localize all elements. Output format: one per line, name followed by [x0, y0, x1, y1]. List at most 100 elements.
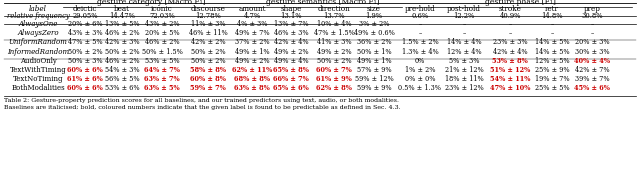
Text: 0% ± 0%: 0% ± 0%	[404, 75, 435, 83]
Text: 59% ± 7%: 59% ± 7%	[190, 84, 226, 92]
Text: 14% ± 4%: 14% ± 4%	[447, 38, 481, 46]
Text: 11% ± 3%: 11% ± 3%	[191, 20, 225, 28]
Text: –: –	[550, 29, 554, 37]
Text: 40% ± 4%: 40% ± 4%	[574, 57, 610, 65]
Text: iconic: iconic	[151, 5, 173, 13]
Text: post-hold: post-hold	[447, 5, 481, 13]
Text: 42% ± 4%: 42% ± 4%	[274, 38, 308, 46]
Text: gesture semantics [Macro F₁]: gesture semantics [Macro F₁]	[266, 0, 380, 6]
Text: 62% ± 8%: 62% ± 8%	[316, 84, 352, 92]
Text: 50% ± 1%: 50% ± 1%	[356, 48, 391, 56]
Text: 13% ± 5%: 13% ± 5%	[105, 20, 140, 28]
Text: 65% ± 6%: 65% ± 6%	[273, 84, 309, 92]
Text: 46% ± 2%: 46% ± 2%	[105, 29, 140, 37]
Text: TextWithTiming: TextWithTiming	[10, 66, 67, 74]
Text: 53% ± 5%: 53% ± 5%	[145, 57, 179, 65]
Text: TextNoTiming: TextNoTiming	[13, 75, 63, 83]
Text: 12.78%: 12.78%	[195, 12, 221, 20]
Text: 50% ± 2%: 50% ± 2%	[105, 48, 140, 56]
Text: 1.9%: 1.9%	[365, 12, 383, 20]
Text: BothModalities: BothModalities	[11, 84, 65, 92]
Text: 18% ± 11%: 18% ± 11%	[445, 75, 483, 83]
Text: 21% ± 12%: 21% ± 12%	[445, 66, 483, 74]
Text: 51% ± 12%: 51% ± 12%	[490, 66, 530, 74]
Text: retr: retr	[545, 5, 559, 13]
Text: 41% ± 3%: 41% ± 3%	[317, 38, 351, 46]
Text: 49% ± 4%: 49% ± 4%	[274, 57, 308, 65]
Text: 0.5% ± 1.3%: 0.5% ± 1.3%	[399, 84, 442, 92]
Text: 50% ± 1.5%: 50% ± 1.5%	[141, 48, 182, 56]
Text: shape: shape	[280, 5, 301, 13]
Text: stroke: stroke	[499, 5, 522, 13]
Text: 60% ± 7%: 60% ± 7%	[316, 66, 352, 74]
Text: 61% ± 6%: 61% ± 6%	[67, 75, 103, 83]
Text: 60% ± 6%: 60% ± 6%	[67, 66, 103, 74]
Text: 13.7%: 13.7%	[323, 12, 345, 20]
Text: 58% ± 8%: 58% ± 8%	[190, 66, 226, 74]
Text: 63% ± 7%: 63% ± 7%	[144, 75, 180, 83]
Text: –: –	[462, 29, 466, 37]
Text: InformedRandom: InformedRandom	[7, 48, 69, 56]
Text: Baselines are italicised; bold, coloured numbers indicate that the given label i: Baselines are italicised; bold, coloured…	[4, 105, 401, 110]
Text: 49% ± 7%: 49% ± 7%	[235, 29, 269, 37]
Text: 25% ± 5%: 25% ± 5%	[534, 84, 570, 92]
Text: 60% ± 8%: 60% ± 8%	[190, 75, 226, 83]
Text: 49% ± 0.6%: 49% ± 0.6%	[353, 29, 394, 37]
Text: AudioOnly: AudioOnly	[20, 57, 56, 65]
Text: 59% ± 9%: 59% ± 9%	[356, 84, 391, 92]
Text: 53% ± 6%: 53% ± 6%	[105, 84, 140, 92]
Text: 54% ± 3%: 54% ± 3%	[105, 66, 140, 74]
Text: 37% ± 2%: 37% ± 2%	[235, 38, 269, 46]
Text: 66% ± 7%: 66% ± 7%	[273, 75, 309, 83]
Text: –: –	[550, 20, 554, 28]
Text: 56% ± 5%: 56% ± 5%	[105, 75, 140, 83]
Text: 20% ± 3%: 20% ± 3%	[575, 38, 609, 46]
Text: 49% ± 1%: 49% ± 1%	[235, 48, 269, 56]
Text: 60% ± 6%: 60% ± 6%	[67, 84, 103, 92]
Text: 5% ± 3%: 5% ± 3%	[449, 57, 479, 65]
Text: 68% ± 8%: 68% ± 8%	[234, 75, 270, 83]
Text: amount: amount	[238, 5, 266, 13]
Text: discourse: discourse	[191, 5, 225, 13]
Text: 4% ± 3%: 4% ± 3%	[237, 20, 268, 28]
Text: 49% ± 2%: 49% ± 2%	[235, 57, 269, 65]
Text: 46% ± 2%: 46% ± 2%	[145, 38, 179, 46]
Text: –: –	[419, 29, 422, 37]
Text: 49% ± 2%: 49% ± 2%	[317, 48, 351, 56]
Text: 12% ± 4%: 12% ± 4%	[447, 48, 481, 56]
Text: 20% ± 6%: 20% ± 6%	[68, 20, 102, 28]
Text: 14% ± 5%: 14% ± 5%	[534, 48, 570, 56]
Text: AlwaysZero: AlwaysZero	[17, 29, 59, 37]
Text: –: –	[419, 20, 422, 28]
Text: 13.1%: 13.1%	[280, 12, 302, 20]
Text: 12.2%: 12.2%	[453, 12, 475, 20]
Text: 10% ± 4%: 10% ± 4%	[317, 20, 351, 28]
Text: 47% ± 1.5%: 47% ± 1.5%	[314, 29, 355, 37]
Text: deictic: deictic	[73, 5, 97, 13]
Text: 50% ± 2%: 50% ± 2%	[191, 48, 225, 56]
Text: 50% ± 2%: 50% ± 2%	[317, 57, 351, 65]
Text: 4.7%: 4.7%	[243, 12, 260, 20]
Text: 42% ± 2%: 42% ± 2%	[191, 38, 225, 46]
Text: 62% ± 11%: 62% ± 11%	[232, 66, 272, 74]
Text: 46% ± 11%: 46% ± 11%	[189, 29, 227, 37]
Text: 23% ± 12%: 23% ± 12%	[445, 84, 483, 92]
Text: AlwaysOne: AlwaysOne	[19, 20, 58, 28]
Text: 43% ± 2%: 43% ± 2%	[145, 20, 179, 28]
Text: 14% ± 5%: 14% ± 5%	[534, 38, 570, 46]
Text: 23% ± 3%: 23% ± 3%	[493, 38, 527, 46]
Text: –: –	[590, 29, 594, 37]
Text: 20% ± 5%: 20% ± 5%	[145, 29, 179, 37]
Text: 50% ± 2%: 50% ± 2%	[191, 57, 225, 65]
Text: 30.8%: 30.8%	[581, 12, 603, 20]
Text: 49% ± 2%: 49% ± 2%	[274, 48, 308, 56]
Text: size: size	[367, 5, 381, 13]
Text: 0.6%: 0.6%	[412, 12, 429, 20]
Text: 59% ± 12%: 59% ± 12%	[355, 75, 394, 83]
Text: pre-hold: pre-hold	[404, 5, 435, 13]
Text: 36% ± 2%: 36% ± 2%	[356, 38, 391, 46]
Text: 1% ± 2%: 1% ± 2%	[404, 66, 435, 74]
Text: UniformRandom: UniformRandom	[8, 38, 67, 46]
Text: 47% ± 5%: 47% ± 5%	[68, 38, 102, 46]
Text: direction: direction	[317, 5, 350, 13]
